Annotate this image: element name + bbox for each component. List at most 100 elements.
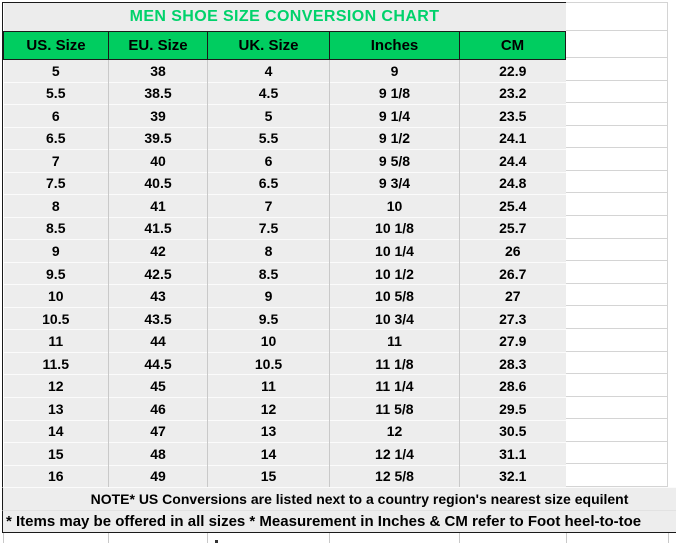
cell: 31.1 bbox=[458, 442, 566, 466]
cell: 11.5 bbox=[3, 351, 109, 375]
cell: 7 bbox=[207, 194, 330, 218]
table-row: 8.5 41.5 7.5 10 1/8 25.7 bbox=[3, 216, 566, 240]
cell: 6.5 bbox=[207, 171, 330, 195]
cell: 6 bbox=[207, 149, 330, 173]
cell: 24.1 bbox=[458, 126, 566, 150]
gridline bbox=[3, 533, 4, 543]
empty-cell bbox=[566, 58, 667, 81]
cell: 4 bbox=[207, 59, 330, 83]
empty-cell bbox=[566, 126, 667, 149]
empty-cell bbox=[566, 171, 667, 194]
cell: 9 bbox=[3, 239, 109, 263]
cell: 22.9 bbox=[458, 59, 566, 83]
cell: 12 bbox=[207, 396, 330, 420]
shoe-size-table: MEN SHOE SIZE CONVERSION CHART US. Size E… bbox=[3, 3, 567, 487]
cell: 11 1/8 bbox=[329, 351, 460, 375]
empty-cell bbox=[566, 81, 667, 104]
empty-cell bbox=[566, 261, 667, 284]
empty-cell bbox=[566, 193, 667, 217]
table-row: 13 46 12 11 5/8 29.5 bbox=[3, 396, 566, 420]
empty-cell bbox=[566, 442, 667, 465]
gridline bbox=[329, 533, 330, 543]
cell: 26 bbox=[458, 239, 566, 263]
column-header: US. Size bbox=[3, 31, 109, 60]
cell: 11 bbox=[329, 329, 460, 353]
cell: 7 bbox=[3, 149, 109, 173]
cell: 10 1/4 bbox=[329, 239, 460, 263]
cell: 41.5 bbox=[108, 216, 208, 240]
cell: 9.5 bbox=[207, 306, 330, 330]
page-title: MEN SHOE SIZE CONVERSION CHART bbox=[3, 3, 566, 32]
table-row: 16 49 15 12 5/8 32.1 bbox=[3, 464, 566, 487]
title-row: MEN SHOE SIZE CONVERSION CHART bbox=[3, 3, 566, 32]
cell: 6 bbox=[3, 104, 109, 128]
cell: 5 bbox=[207, 104, 330, 128]
cell: 9 5/8 bbox=[329, 149, 460, 173]
empty-cell bbox=[566, 374, 667, 397]
cell: 38 bbox=[108, 59, 208, 83]
cell: 27.9 bbox=[458, 329, 566, 353]
cell: 8 bbox=[207, 239, 330, 263]
table-row: 5.5 38.5 4.5 9 1/8 23.2 bbox=[3, 81, 566, 105]
cell: 6.5 bbox=[3, 126, 109, 150]
cell: 7.5 bbox=[207, 216, 330, 240]
column-header: UK. Size bbox=[207, 31, 330, 60]
empty-cell bbox=[566, 31, 667, 58]
column-header: EU. Size bbox=[108, 31, 208, 60]
cell: 25.4 bbox=[458, 194, 566, 218]
cell: 10.5 bbox=[3, 306, 109, 330]
table-row: 8 41 7 10 25.4 bbox=[3, 194, 566, 218]
cell: 9 1/8 bbox=[329, 81, 460, 105]
cell: 5 bbox=[3, 59, 109, 83]
empty-cell bbox=[566, 3, 667, 31]
cell: 10 bbox=[3, 284, 109, 308]
empty-cell bbox=[566, 306, 667, 329]
empty-cell bbox=[566, 103, 667, 126]
cell: 29.5 bbox=[458, 396, 566, 420]
gridline bbox=[108, 533, 109, 543]
table-row: 9 42 8 10 1/4 26 bbox=[3, 239, 566, 263]
cell: 10 3/4 bbox=[329, 306, 460, 330]
table-row: 7 40 6 9 5/8 24.4 bbox=[3, 149, 566, 173]
table-row: 10.5 43.5 9.5 10 3/4 27.3 bbox=[3, 306, 566, 330]
cell: 25.7 bbox=[458, 216, 566, 240]
cell: 15 bbox=[3, 442, 109, 466]
cell: 46 bbox=[108, 396, 208, 420]
cell: 24.4 bbox=[458, 149, 566, 173]
cell: 10 1/2 bbox=[329, 261, 460, 285]
cell: 9 1/4 bbox=[329, 104, 460, 128]
cell: 24.8 bbox=[458, 171, 566, 195]
cell: 9 bbox=[329, 59, 460, 83]
cell: 42.5 bbox=[108, 261, 208, 285]
cell: 9 3/4 bbox=[329, 171, 460, 195]
cell: 26.7 bbox=[458, 261, 566, 285]
cell: 9 1/2 bbox=[329, 126, 460, 150]
cell: 16 bbox=[3, 464, 109, 487]
cell: 40 bbox=[108, 149, 208, 173]
table-row: 7.5 40.5 6.5 9 3/4 24.8 bbox=[3, 171, 566, 195]
empty-cells-right bbox=[566, 2, 668, 487]
cell: 44 bbox=[108, 329, 208, 353]
table-row: 12 45 11 11 1/4 28.6 bbox=[3, 374, 566, 398]
cell: 27 bbox=[458, 284, 566, 308]
cell: 27.3 bbox=[458, 306, 566, 330]
cell: 47 bbox=[108, 419, 208, 443]
cell: 8.5 bbox=[3, 216, 109, 240]
cell: 39.5 bbox=[108, 126, 208, 150]
cell: 23.5 bbox=[458, 104, 566, 128]
cell: 38.5 bbox=[108, 81, 208, 105]
header-row: US. Size EU. Size UK. Size Inches CM bbox=[3, 31, 567, 60]
cell: 43.5 bbox=[108, 306, 208, 330]
cell: 11 bbox=[3, 329, 109, 353]
table-row: 15 48 14 12 1/4 31.1 bbox=[3, 442, 566, 466]
cell: 11 5/8 bbox=[329, 396, 460, 420]
table-row: 10 43 9 10 5/8 27 bbox=[3, 284, 566, 308]
cell: 8.5 bbox=[207, 261, 330, 285]
cell: 8 bbox=[3, 194, 109, 218]
cell: 11 1/4 bbox=[329, 374, 460, 398]
cell: 11 bbox=[207, 374, 330, 398]
gridline bbox=[668, 533, 669, 543]
note-measurement: * Items may be offered in all sizes * Me… bbox=[2, 510, 676, 533]
cell: 15 bbox=[207, 464, 330, 487]
